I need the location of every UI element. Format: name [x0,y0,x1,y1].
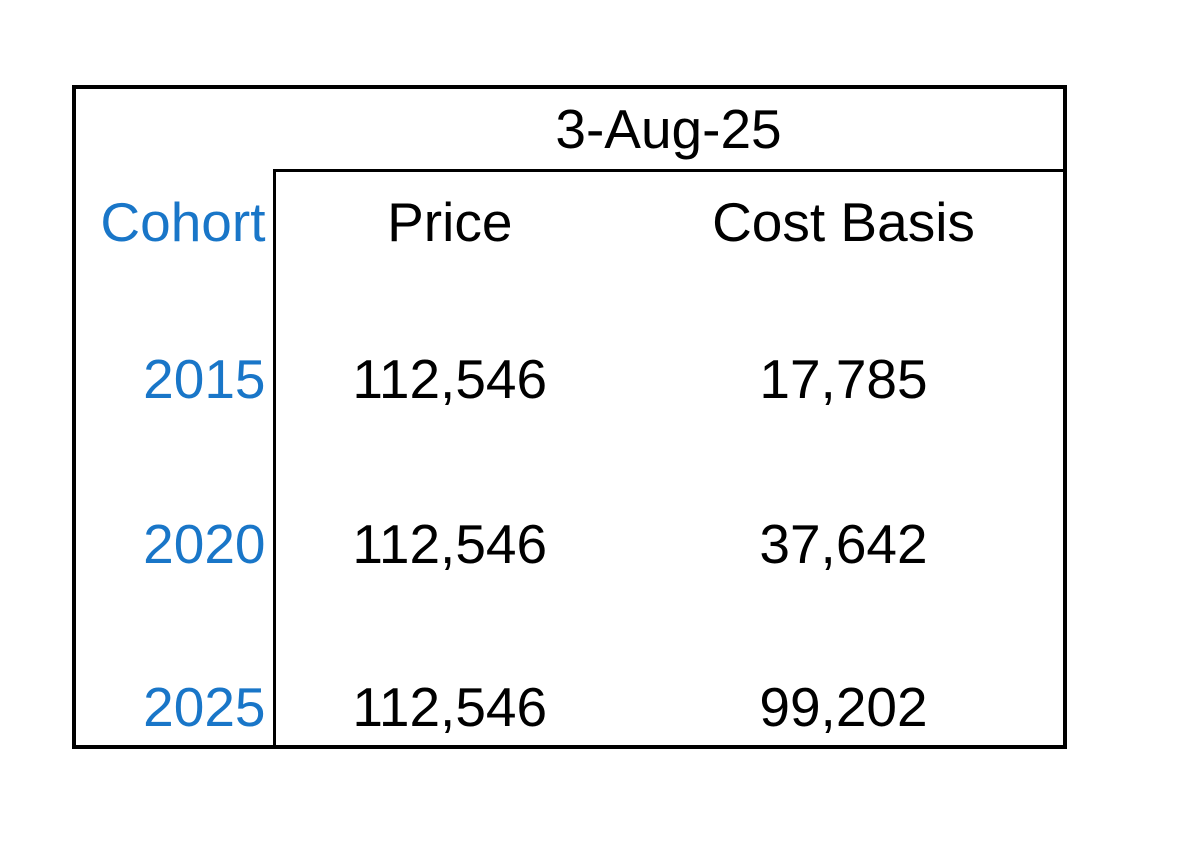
cohort-column-label: Cohort [100,190,266,252]
table-row-2015: 2015 112,546 17,785 [74,252,1065,417]
cost-basis-column-header: Cost Basis [712,190,975,252]
price-value-cell: 112,546 [272,417,624,582]
cohort-price-table-container: 3-Aug-25 Cohort Price Cost Basis 2015 11… [72,85,1067,749]
price-value-cell: 112,546 [272,582,624,747]
date-header-cell: 3-Aug-25 [274,87,1065,172]
price-value-cell: 112,546 [272,252,624,417]
cohort-year-cell: 2015 [143,347,266,410]
cost-basis-value-cell: 17,785 [759,347,928,410]
cohort-year-cell: 2025 [143,675,266,738]
cost-basis-value-cell: 37,642 [759,512,928,575]
table-row-2025: 2025 112,546 99,202 [74,582,1065,747]
corner-cell [74,87,274,170]
column-header-row: Cohort Price Cost Basis [74,170,1065,252]
date-header-row: 3-Aug-25 [74,87,1065,172]
cohort-price-table: 3-Aug-25 Cohort Price Cost Basis 2015 11… [72,85,1067,749]
price-column-header: Price [272,170,624,252]
cohort-year-cell: 2020 [143,512,266,575]
cost-basis-value-cell: 99,202 [759,675,928,738]
table-row-2020: 2020 112,546 37,642 [74,417,1065,582]
